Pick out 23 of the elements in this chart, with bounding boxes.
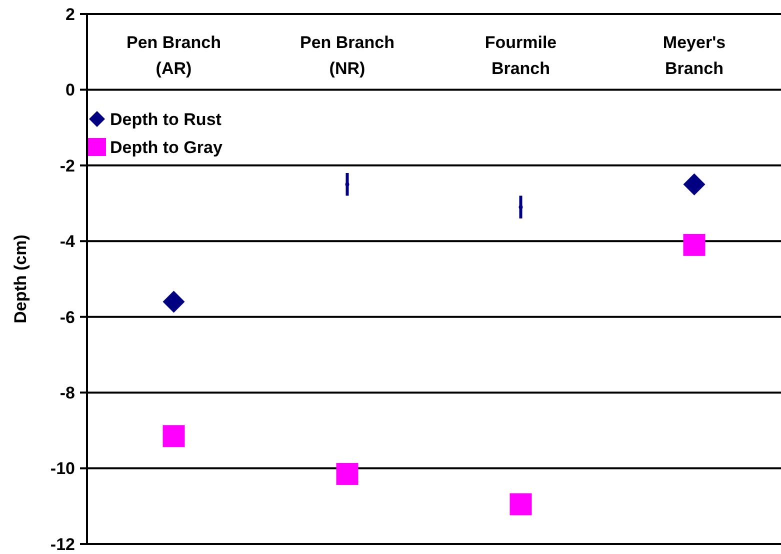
x-tick-label: Pen Branch (AR) xyxy=(126,33,221,78)
point xyxy=(510,493,532,516)
point xyxy=(683,234,706,256)
point xyxy=(345,182,350,186)
point xyxy=(336,462,358,485)
y-tick-label: -10 xyxy=(50,459,75,478)
y-tick-label: -8 xyxy=(60,384,75,403)
y-tick-label: -12 xyxy=(50,534,75,554)
legend-label: Depth to Gray xyxy=(110,138,223,157)
point xyxy=(162,425,185,448)
point xyxy=(518,205,523,210)
x-tick-label: Meyer's Branch xyxy=(662,33,726,78)
y-tick-label: -4 xyxy=(60,232,76,252)
legend-label: Depth to Rust xyxy=(110,110,222,129)
y-axis-title: Depth (cm) xyxy=(11,234,30,324)
y-tick-label: 0 xyxy=(66,80,75,100)
point xyxy=(683,173,706,196)
point xyxy=(162,290,185,313)
y-tick-label: -2 xyxy=(60,156,75,176)
y-tick-label: 2 xyxy=(66,4,75,24)
x-tick-label: Fourmile Branch xyxy=(484,33,557,78)
x-tick-label: Pen Branch (NR) xyxy=(300,33,394,78)
y-tick-label: -6 xyxy=(60,308,75,327)
